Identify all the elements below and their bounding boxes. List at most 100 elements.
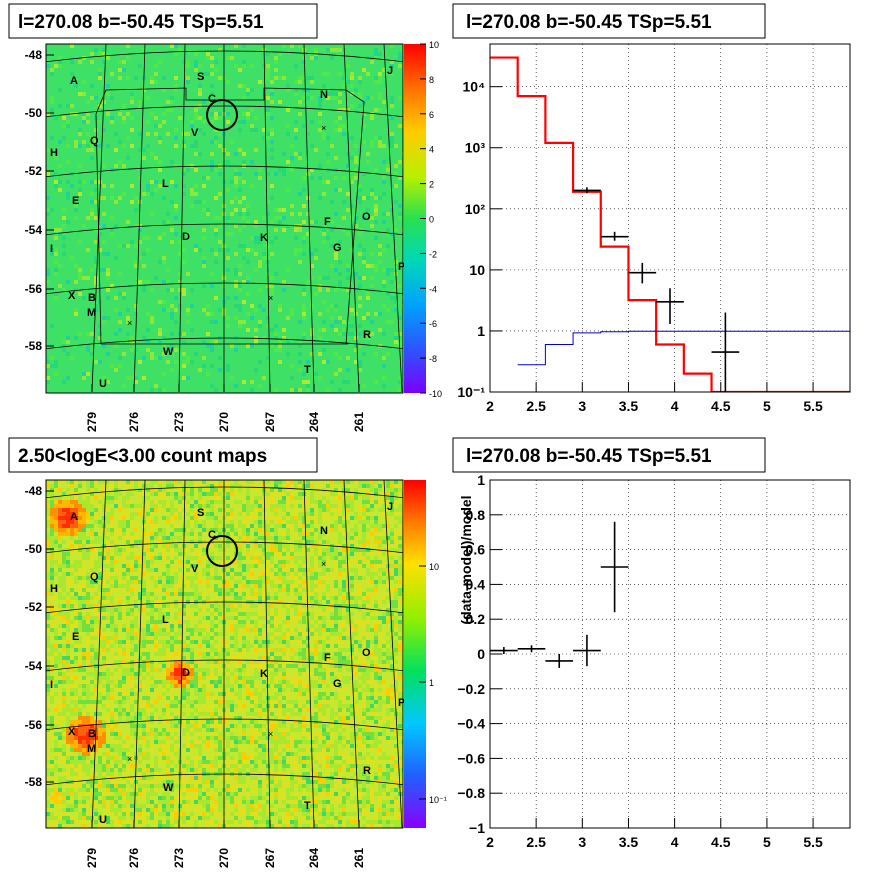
map-pixel — [214, 544, 218, 548]
map-pixel — [298, 628, 302, 632]
map-pixel — [214, 616, 218, 620]
map-pixel — [98, 592, 102, 596]
map-pixel — [106, 480, 110, 484]
map-pixel — [262, 576, 266, 580]
map-pixel — [226, 480, 230, 484]
map-pixel — [378, 108, 382, 112]
map-pixel — [282, 664, 286, 668]
map-pixel — [170, 240, 174, 244]
map-pixel — [270, 292, 274, 296]
map-pixel — [342, 564, 346, 568]
map-pixel — [102, 212, 106, 216]
map-pixel — [106, 572, 110, 576]
map-pixel — [126, 540, 130, 544]
map-pixel — [366, 580, 370, 584]
map-pixel — [302, 288, 306, 292]
map-pixel — [74, 512, 78, 516]
map-pixel — [158, 600, 162, 604]
map-pixel — [46, 688, 50, 692]
map-pixel — [326, 288, 330, 292]
map-pixel — [178, 672, 182, 676]
map-pixel — [338, 240, 342, 244]
map-pixel — [366, 640, 370, 644]
map-pixel — [54, 512, 58, 516]
map-pixel — [186, 484, 190, 488]
map-pixel — [274, 668, 278, 672]
map-pixel — [174, 216, 178, 220]
map-pixel — [250, 64, 254, 68]
map-pixel — [238, 612, 242, 616]
map-pixel — [118, 552, 122, 556]
map-pixel — [62, 244, 66, 248]
map-pixel — [350, 624, 354, 628]
map-pixel — [206, 56, 210, 60]
map-pixel — [146, 144, 150, 148]
map-pixel — [82, 180, 86, 184]
map-pixel — [242, 612, 246, 616]
map-pixel — [66, 336, 70, 340]
map-pixel — [274, 688, 278, 692]
map-pixel — [362, 216, 366, 220]
map-pixel — [46, 504, 50, 508]
map-pixel — [266, 488, 270, 492]
map-pixel — [90, 504, 94, 508]
map-pixel — [162, 492, 166, 496]
map-pixel — [194, 200, 198, 204]
map-pixel — [282, 496, 286, 500]
map-pixel — [330, 660, 334, 664]
map-pixel — [170, 96, 174, 100]
map-pixel — [294, 508, 298, 512]
map-pixel — [118, 640, 122, 644]
map-pixel — [334, 648, 338, 652]
map-pixel — [178, 288, 182, 292]
map-pixel — [378, 92, 382, 96]
map-pixel — [290, 572, 294, 576]
map-pixel — [398, 332, 402, 336]
map-pixel — [198, 496, 202, 500]
map-pixel — [374, 480, 378, 484]
map-pixel — [202, 512, 206, 516]
map-pixel — [118, 600, 122, 604]
map-pixel — [62, 236, 66, 240]
map-pixel — [178, 512, 182, 516]
map-pixel — [54, 588, 58, 592]
map-pixel — [74, 660, 78, 664]
map-pixel — [242, 648, 246, 652]
map-pixel — [134, 224, 138, 228]
map-pixel — [302, 308, 306, 312]
map-pixel — [146, 504, 150, 508]
map-pixel — [170, 352, 174, 356]
map-pixel — [182, 140, 186, 144]
map-pixel — [98, 104, 102, 108]
map-pixel — [274, 548, 278, 552]
map-pixel — [142, 356, 146, 360]
map-pixel — [162, 684, 166, 688]
map-pixel — [98, 692, 102, 696]
map-pixel — [202, 528, 206, 532]
map-pixel — [318, 164, 322, 168]
map-pixel — [210, 72, 214, 76]
map-pixel — [378, 144, 382, 148]
map-pixel — [70, 60, 74, 64]
map-pixel — [214, 196, 218, 200]
map-pixel — [138, 564, 142, 568]
map-pixel — [246, 280, 250, 284]
map-pixel — [346, 676, 350, 680]
map-pixel — [330, 324, 334, 328]
map-pixel — [198, 92, 202, 96]
map-pixel — [118, 668, 122, 672]
map-pixel — [274, 388, 278, 392]
map-pixel — [198, 524, 202, 528]
map-pixel — [66, 612, 70, 616]
map-pixel — [106, 580, 110, 584]
map-pixel — [214, 608, 218, 612]
map-pixel — [250, 564, 254, 568]
map-pixel — [314, 620, 318, 624]
map-pixel — [390, 664, 394, 668]
map-pixel — [122, 520, 126, 524]
map-pixel — [50, 592, 54, 596]
map-pixel — [294, 88, 298, 92]
map-pixel — [278, 548, 282, 552]
map-pixel — [142, 684, 146, 688]
map-pixel — [98, 520, 102, 524]
